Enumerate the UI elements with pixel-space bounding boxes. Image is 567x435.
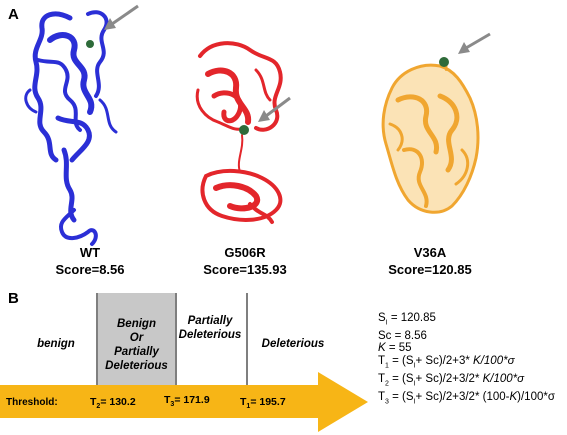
protein-structures-figure — [24, 4, 491, 246]
v36a-score: Score=120.85 — [388, 262, 472, 277]
formula-t1: T1 = (SI+ Sc)/2+3* K/100*σ — [378, 355, 515, 370]
mutation-site-arrows — [104, 4, 491, 122]
panel-a-letter: A — [8, 6, 19, 23]
g506r-structure-image — [195, 41, 283, 224]
threshold-t1: T1= 195.7 — [240, 396, 286, 411]
g506r-label: G506R — [224, 245, 266, 260]
wt-structure-image — [24, 10, 118, 246]
v36a-label: V36A — [413, 245, 447, 260]
benign-or-partially-region — [96, 293, 177, 386]
formula-t3: T3 = (SI+ Sc)/2+3/2* (100-K)/100*σ — [378, 390, 555, 406]
v36a-structure-image — [381, 57, 480, 214]
threshold-t3: T3= 171.9 — [164, 394, 210, 409]
threshold-label: Threshold: — [6, 397, 58, 408]
threshold-arrow — [0, 372, 368, 432]
category-benign: benign — [37, 338, 75, 350]
panel-b-letter: B — [8, 290, 19, 307]
category-partially-deleterious: Partially Deleterious — [178, 315, 242, 341]
formula-si: SI = 120.85 — [378, 312, 436, 327]
category-benign-or-partially-deleterious: Benign Or Partially Deleterious — [105, 318, 168, 372]
category-deleterious: Deleterious — [261, 338, 325, 350]
formula-t2: T2 = (SI+ Sc)/2+3/2* K/100*σ — [378, 372, 525, 388]
g506r-score: Score=135.93 — [203, 262, 287, 277]
t1-divider — [246, 293, 248, 386]
formula-block: SI = 120.85 Sc = 8.56 K = 55 T1 = (SI+ S… — [378, 312, 566, 409]
wt-score: Score=8.56 — [55, 262, 125, 277]
wt-label: WT — [79, 245, 101, 260]
threshold-t2: T2= 130.2 — [90, 396, 136, 411]
formula-k: K = 55 — [378, 342, 412, 355]
formula-sc: Sc = 8.56 — [378, 329, 427, 342]
